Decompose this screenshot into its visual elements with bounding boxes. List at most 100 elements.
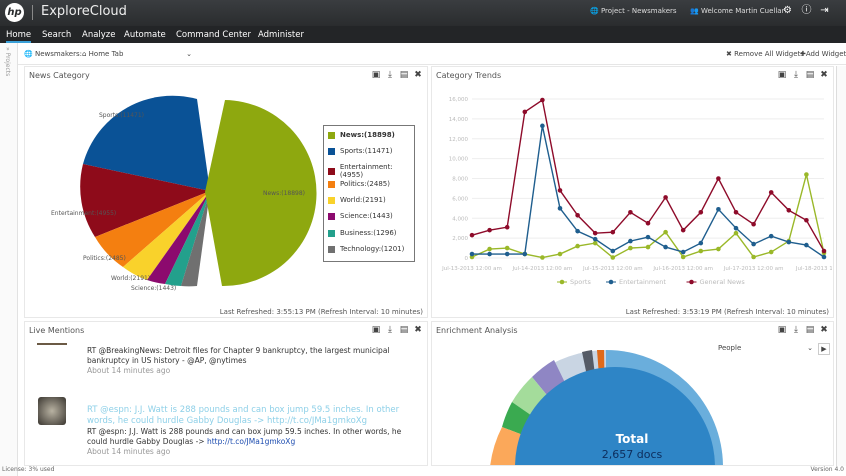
svg-text:4,000: 4,000 — [452, 216, 468, 222]
entity-type-select[interactable]: People ⌄ — [718, 344, 813, 352]
main-nav: Home Search Analyze Automate Command Cen… — [0, 26, 846, 43]
footer: License: 3% used Version 4.0 — [0, 466, 846, 476]
last-refreshed: Last Refreshed: 3:53:19 PM (Refresh Inte… — [625, 308, 829, 316]
nav-analyze[interactable]: Analyze — [82, 30, 116, 40]
svg-text:Jul-13-2013 12:00 am: Jul-13-2013 12:00 am — [441, 266, 502, 272]
legend-item[interactable]: Technology:(1201) — [328, 245, 404, 253]
mention-item: RT @espn: J.J. Watt is 288 pounds and ca… — [87, 405, 422, 457]
download-icon[interactable]: ⤓ — [388, 70, 392, 80]
nav-search[interactable]: Search — [42, 30, 72, 40]
present-icon[interactable]: ▣ — [371, 70, 381, 80]
mention-headline[interactable]: RT @espn: J.J. Watt is 288 pounds and ca… — [87, 405, 400, 426]
chevron-down-icon: ⌄ — [186, 50, 192, 58]
nav-automate[interactable]: Automate — [124, 30, 166, 40]
present-icon[interactable]: ▣ — [777, 325, 787, 335]
sunburst-chart[interactable]: Total 2,657 docs — [432, 322, 834, 466]
close-icon[interactable]: ✖ — [414, 325, 422, 335]
legend-item[interactable]: Science:(1443) — [328, 212, 393, 220]
close-icon: ✖ — [726, 50, 732, 58]
legend-item[interactable]: News:(18898) — [328, 131, 395, 139]
close-icon[interactable]: ✖ — [414, 70, 422, 80]
live-mentions-widget: Live Mentions ▣ ⤓ ▤ ✖ RT @BreakingNews: … — [24, 321, 428, 466]
widget-toolbar: ▣ ⤓ ▤ ✖ — [371, 325, 423, 335]
pie-legend: News:(18898) Sports:(11471) Entertainmen… — [323, 125, 415, 262]
svg-text:Sports: Sports — [570, 278, 591, 286]
svg-text:General News: General News — [700, 278, 746, 286]
nav-command-center[interactable]: Command Center — [176, 30, 251, 40]
play-icon[interactable]: ▶ — [818, 343, 830, 355]
project-link[interactable]: 🌐 Project - Newsmakers — [590, 7, 677, 15]
svg-text:Jul-14-2013 12:00 am: Jul-14-2013 12:00 am — [512, 266, 573, 272]
hp-logo-icon: hp — [5, 3, 24, 22]
last-refreshed: Last Refreshed: 3:55:13 PM (Refresh Inte… — [219, 308, 423, 316]
widget-title: Live Mentions — [29, 326, 85, 335]
mention-item: RT @BreakingNews: Detroit files for Chap… — [87, 346, 390, 375]
download-icon[interactable]: ⤓ — [388, 325, 392, 335]
table-icon[interactable]: ▤ — [399, 70, 409, 80]
license-status: License: 3% used — [2, 466, 55, 473]
avatar — [38, 397, 66, 425]
version-label: Version 4.0 — [810, 466, 844, 473]
news-pie-chart[interactable]: Sports:(11471) News:(18898) Entertainmen… — [25, 87, 429, 297]
user-menu[interactable]: 👥 Welcome Martin Cuellar — [690, 7, 785, 15]
table-icon[interactable]: ▤ — [805, 70, 815, 80]
svg-text:Sports:(11471): Sports:(11471) — [99, 112, 144, 119]
widget-toolbar: ▣ ⤓ ▤ ✖ — [777, 325, 829, 335]
svg-text:0: 0 — [465, 256, 469, 262]
table-icon[interactable]: ▤ — [399, 325, 409, 335]
chevron-down-icon: ⌄ — [807, 344, 813, 352]
logout-icon[interactable]: ⇥ — [820, 5, 829, 16]
page-scrollbar[interactable] — [836, 66, 846, 466]
svg-text:16,000: 16,000 — [449, 97, 469, 103]
present-icon[interactable]: ▣ — [777, 70, 787, 80]
nav-administer[interactable]: Administer — [258, 30, 304, 40]
top-bar: hp ExploreCloud 🌐 Project - Newsmakers 👥… — [0, 0, 846, 26]
svg-text:Total: Total — [616, 432, 649, 446]
mention-link[interactable]: http://t.co/JMa1gmkoXg — [206, 437, 296, 446]
projects-toggle[interactable]: » Projects — [4, 47, 11, 77]
widget-title: Enrichment Analysis — [436, 326, 518, 335]
svg-text:Jul-15-2013 12:00 am: Jul-15-2013 12:00 am — [582, 266, 643, 272]
svg-text:8,000: 8,000 — [452, 177, 468, 183]
table-icon[interactable]: ▤ — [805, 325, 815, 335]
trends-line-chart[interactable]: 0 2,000 4,000 6,000 8,000 10,000 12,000 14,000 1… — [432, 87, 832, 292]
svg-text:World:(2191): World:(2191) — [111, 275, 150, 282]
info-icon[interactable]: ⓘ — [801, 5, 812, 16]
legend-item[interactable]: Politics:(2485) — [328, 180, 390, 188]
svg-text:News:(18898): News:(18898) — [263, 190, 305, 197]
news-category-widget: News Category ▣ ⤓ ▤ ✖ Sports:(11471) New… — [24, 66, 428, 318]
gear-icon[interactable]: ⚙ — [783, 5, 792, 16]
close-icon[interactable]: ✖ — [820, 70, 828, 80]
download-icon[interactable]: ⤓ — [794, 70, 798, 80]
widget-title: Category Trends — [436, 71, 502, 80]
close-icon[interactable]: ✖ — [820, 325, 828, 335]
svg-text:Entertainment: Entertainment — [619, 278, 666, 286]
svg-text:2,000: 2,000 — [452, 236, 468, 242]
legend-item[interactable]: Entertainment:(4955) — [328, 163, 414, 179]
nav-home[interactable]: Home — [6, 30, 32, 43]
widget-toolbar: ▣ ⤓ ▤ ✖ — [777, 70, 829, 80]
widget-title: News Category — [29, 71, 90, 80]
download-icon[interactable]: ⤓ — [794, 325, 798, 335]
tab-select[interactable]: ⌂ Home Tab ⌄ — [82, 50, 192, 58]
remove-all-widgets-button[interactable]: ✖ Remove All Widgets — [726, 50, 804, 58]
svg-text:2,657 docs: 2,657 docs — [602, 448, 663, 461]
svg-text:Politics:(2485): Politics:(2485) — [83, 255, 126, 262]
enrichment-analysis-widget: Enrichment Analysis ▣ ⤓ ▤ ✖ People ⌄ ▶ To… — [431, 321, 834, 466]
svg-text:14,000: 14,000 — [449, 117, 469, 123]
present-icon[interactable]: ▣ — [371, 325, 381, 335]
projects-sidebar[interactable]: » Projects — [0, 43, 18, 476]
svg-text:6,000: 6,000 — [452, 196, 468, 202]
svg-text:Jul-18-2013 1:00 am: Jul-18-2013 1:00 am — [795, 266, 832, 272]
category-trends-widget: Category Trends ▣ ⤓ ▤ ✖ 0 2,000 4,000 6,000… — [431, 66, 834, 318]
legend-item[interactable]: World:(2191) — [328, 196, 386, 204]
widget-toolbar: ▣ ⤓ ▤ ✖ — [371, 70, 423, 80]
avatar — [37, 343, 67, 345]
svg-text:Science:(1443): Science:(1443) — [131, 285, 176, 292]
legend-item[interactable]: Business:(1296) — [328, 229, 397, 237]
legend-item[interactable]: Sports:(11471) — [328, 147, 393, 155]
divider — [32, 5, 33, 20]
sub-toolbar: 🌐 Newsmakers: ⌂ Home Tab ⌄ ✖ Remove All W… — [0, 43, 846, 65]
svg-text:12,000: 12,000 — [449, 137, 469, 143]
add-widget-button[interactable]: ✚Add Widget — [800, 50, 846, 58]
